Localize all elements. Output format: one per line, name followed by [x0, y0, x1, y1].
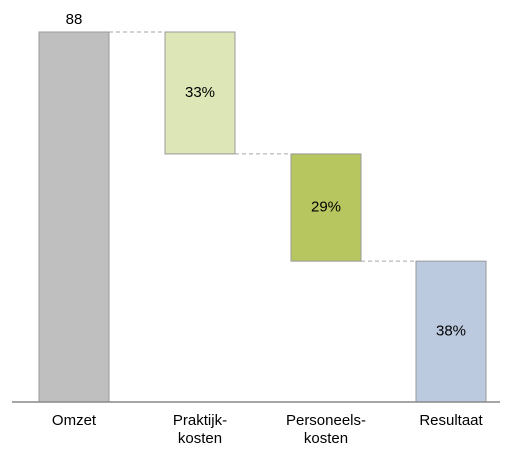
x-tick-label: Praktijk- kosten — [172, 412, 228, 447]
data-label: 38% — [436, 323, 466, 340]
data-label: 29% — [311, 199, 341, 216]
x-tick-label: Personeels- kosten — [285, 412, 367, 447]
bar — [290, 153, 362, 262]
x-tick-label: Resultaat — [419, 412, 483, 429]
bar — [164, 31, 236, 155]
data-label: 33% — [185, 84, 215, 101]
bar — [38, 31, 110, 403]
bar — [415, 260, 487, 403]
data-label: 88 — [66, 11, 83, 28]
x-tick-label: Omzet — [51, 412, 97, 429]
